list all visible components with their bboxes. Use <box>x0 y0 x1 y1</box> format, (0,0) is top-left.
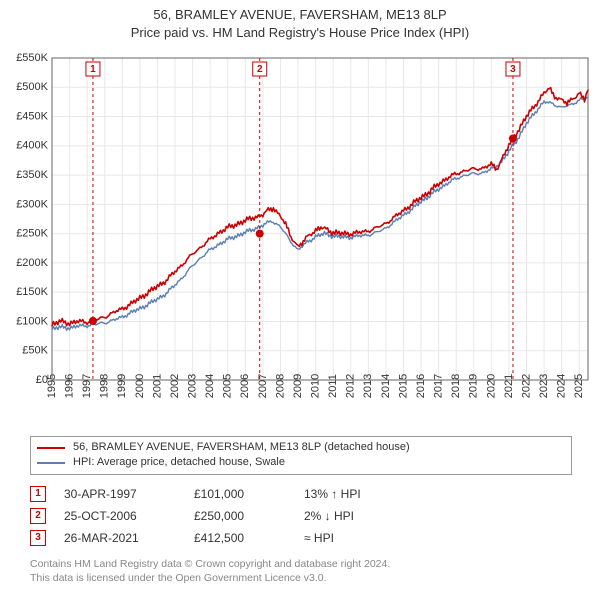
svg-text:2014: 2014 <box>380 374 392 398</box>
svg-text:3: 3 <box>510 64 516 75</box>
svg-text:2015: 2015 <box>397 374 409 398</box>
legend-swatch-0 <box>37 447 65 449</box>
svg-text:2: 2 <box>257 64 263 75</box>
svg-text:1: 1 <box>90 64 96 75</box>
chart-title-line1: 56, BRAMLEY AVENUE, FAVERSHAM, ME13 8LP <box>0 6 600 24</box>
sale-price-1: £101,000 <box>194 487 304 501</box>
sale-price-3: £412,500 <box>194 531 304 545</box>
svg-text:2003: 2003 <box>186 374 198 398</box>
svg-text:£550K: £550K <box>16 52 48 64</box>
sale-date-3: 26-MAR-2021 <box>64 531 194 545</box>
sale-date-1: 30-APR-1997 <box>64 487 194 501</box>
svg-text:2019: 2019 <box>468 374 480 398</box>
svg-text:1998: 1998 <box>99 374 111 398</box>
chart-area: £0£50K£100K£150K£200K£250K£300K£350K£400… <box>8 50 592 428</box>
svg-text:£100K: £100K <box>16 315 48 327</box>
table-row: 2 25-OCT-2006 £250,000 2% ↓ HPI <box>30 505 572 527</box>
svg-text:£50K: £50K <box>22 345 48 357</box>
sale-delta-2: 2% ↓ HPI <box>304 509 444 523</box>
sale-price-2: £250,000 <box>194 509 304 523</box>
svg-text:1997: 1997 <box>81 374 93 398</box>
svg-text:2005: 2005 <box>222 374 234 398</box>
svg-text:2006: 2006 <box>239 374 251 398</box>
svg-text:2020: 2020 <box>485 374 497 398</box>
svg-text:2000: 2000 <box>134 374 146 398</box>
svg-text:1996: 1996 <box>63 374 75 398</box>
svg-text:2010: 2010 <box>310 374 322 398</box>
sale-date-2: 25-OCT-2006 <box>64 509 194 523</box>
svg-text:1999: 1999 <box>116 374 128 398</box>
svg-text:2001: 2001 <box>151 374 163 398</box>
attribution-line2: This data is licensed under the Open Gov… <box>30 571 572 585</box>
svg-text:2018: 2018 <box>450 374 462 398</box>
svg-text:£200K: £200K <box>16 257 48 269</box>
sale-marker-3: 3 <box>30 530 46 546</box>
svg-text:2004: 2004 <box>204 374 216 398</box>
svg-text:2016: 2016 <box>415 374 427 398</box>
svg-text:£150K: £150K <box>16 286 48 298</box>
legend-label-0: 56, BRAMLEY AVENUE, FAVERSHAM, ME13 8LP … <box>73 440 410 455</box>
svg-text:2012: 2012 <box>345 374 357 398</box>
sale-marker-1: 1 <box>30 486 46 502</box>
svg-text:2024: 2024 <box>556 374 568 398</box>
sale-delta-3: ≈ HPI <box>304 531 444 545</box>
svg-text:£350K: £350K <box>16 169 48 181</box>
sale-marker-2: 2 <box>30 508 46 524</box>
svg-text:2017: 2017 <box>433 374 445 398</box>
table-row: 3 26-MAR-2021 £412,500 ≈ HPI <box>30 527 572 549</box>
svg-text:2025: 2025 <box>573 374 585 398</box>
legend-item-0: 56, BRAMLEY AVENUE, FAVERSHAM, ME13 8LP … <box>37 440 565 455</box>
legend-item-1: HPI: Average price, detached house, Swal… <box>37 455 565 470</box>
svg-text:2008: 2008 <box>274 374 286 398</box>
lower-block: 56, BRAMLEY AVENUE, FAVERSHAM, ME13 8LP … <box>30 436 572 585</box>
sales-table: 1 30-APR-1997 £101,000 13% ↑ HPI 2 25-OC… <box>30 483 572 549</box>
chart-title-block: 56, BRAMLEY AVENUE, FAVERSHAM, ME13 8LP … <box>0 0 600 41</box>
svg-text:£300K: £300K <box>16 198 48 210</box>
table-row: 1 30-APR-1997 £101,000 13% ↑ HPI <box>30 483 572 505</box>
chart-title-line2: Price paid vs. HM Land Registry's House … <box>0 24 600 42</box>
svg-text:2013: 2013 <box>362 374 374 398</box>
legend-swatch-1 <box>37 462 65 464</box>
svg-text:£250K: £250K <box>16 228 48 240</box>
sale-delta-1: 13% ↑ HPI <box>304 487 444 501</box>
chart-svg: £0£50K£100K£150K£200K£250K£300K£350K£400… <box>8 50 592 428</box>
legend-label-1: HPI: Average price, detached house, Swal… <box>73 455 285 470</box>
attribution: Contains HM Land Registry data © Crown c… <box>30 557 572 585</box>
svg-text:£400K: £400K <box>16 140 48 152</box>
svg-text:£450K: £450K <box>16 110 48 122</box>
svg-text:2023: 2023 <box>538 374 550 398</box>
svg-text:2009: 2009 <box>292 374 304 398</box>
svg-text:2002: 2002 <box>169 374 181 398</box>
svg-text:2011: 2011 <box>327 374 339 398</box>
svg-text:2022: 2022 <box>520 374 532 398</box>
attribution-line1: Contains HM Land Registry data © Crown c… <box>30 557 572 571</box>
legend: 56, BRAMLEY AVENUE, FAVERSHAM, ME13 8LP … <box>30 436 572 475</box>
svg-text:2007: 2007 <box>257 374 269 398</box>
svg-text:£500K: £500K <box>16 81 48 93</box>
